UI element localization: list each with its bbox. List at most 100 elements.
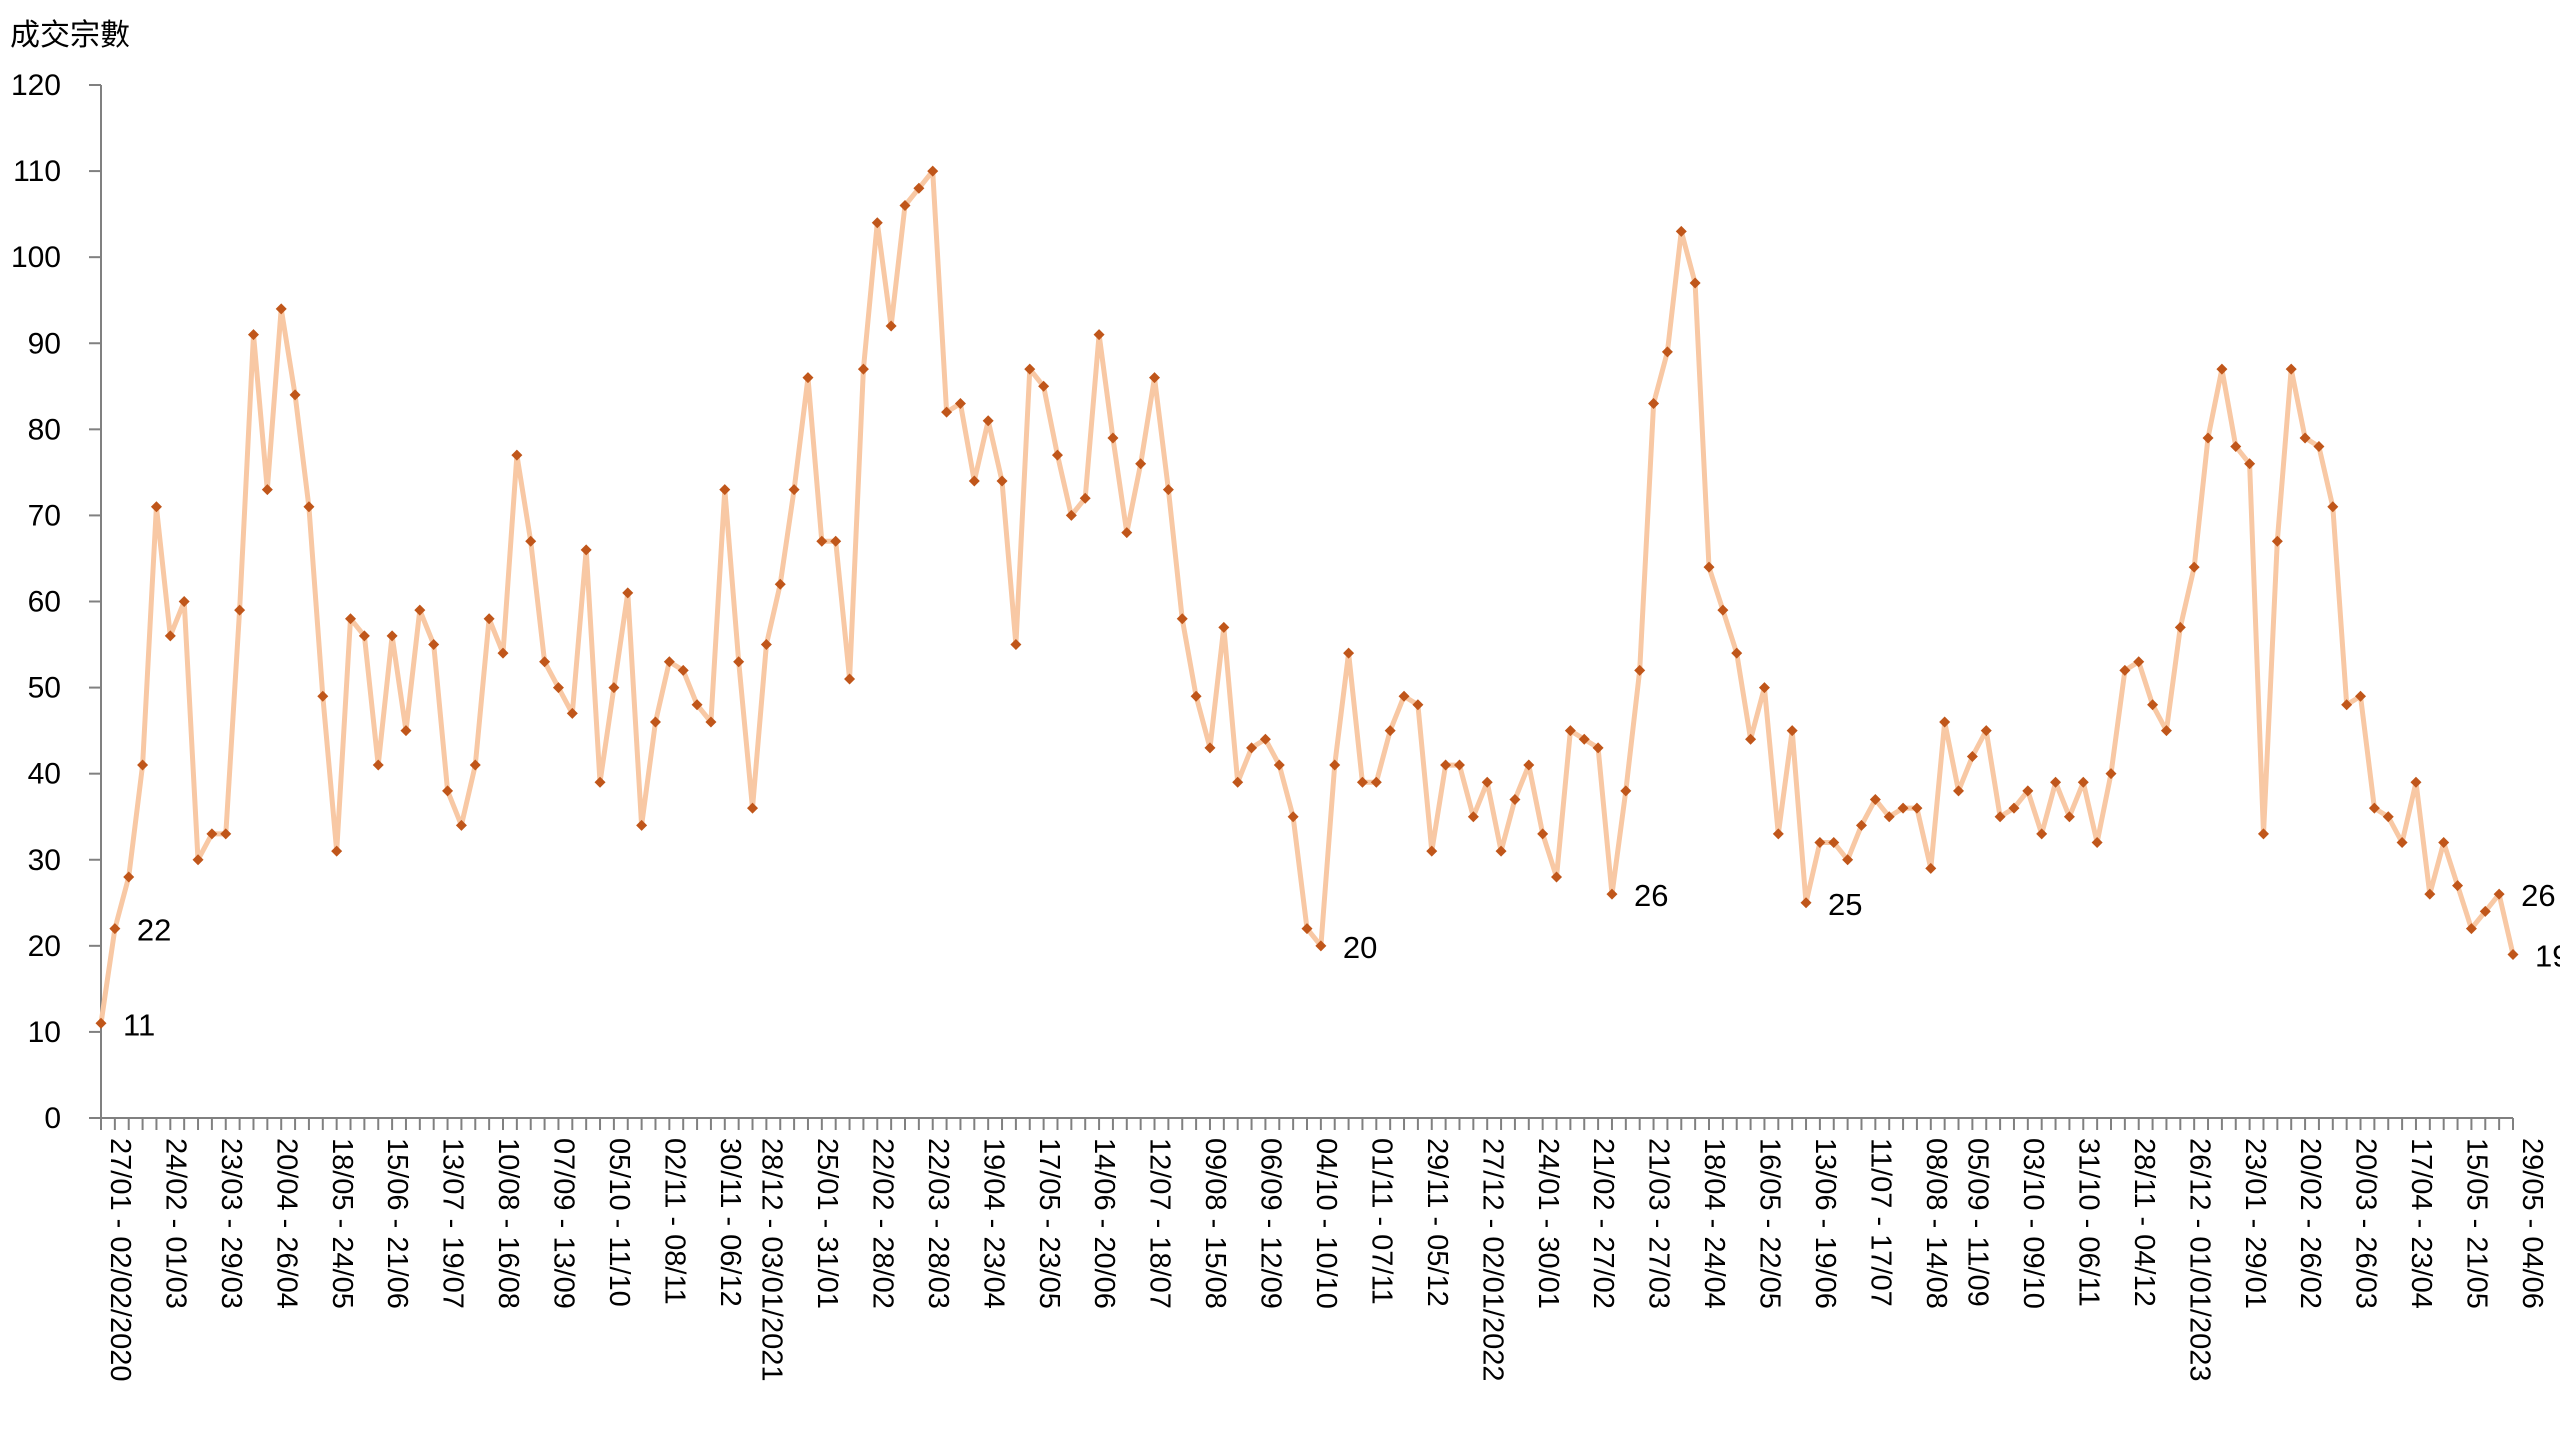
data-label: 20 — [1343, 930, 1377, 965]
data-point — [1273, 759, 1285, 771]
data-point — [109, 923, 121, 935]
data-point — [2147, 699, 2159, 711]
data-point — [400, 725, 412, 737]
data-point — [1509, 793, 1521, 805]
data-point — [164, 630, 176, 642]
data-point — [1883, 811, 1895, 823]
x-tick-label: 17/05 - 23/05 — [1033, 1138, 1065, 1309]
x-tick-label: 25/01 - 31/01 — [811, 1138, 843, 1309]
data-point — [428, 639, 440, 651]
data-point — [1495, 845, 1507, 857]
x-tick-label: 29/05 - 04/06 — [2516, 1138, 2548, 1309]
data-point — [261, 484, 273, 496]
data-point — [2465, 923, 2477, 935]
data-point — [386, 630, 398, 642]
data-point — [1592, 742, 1604, 754]
data-point — [1911, 802, 1923, 814]
series-line-path — [98, 168, 2516, 1024]
data-point — [150, 501, 162, 513]
data-point — [192, 854, 204, 866]
data-point — [1121, 527, 1133, 539]
x-tick-label: 19/04 - 23/04 — [977, 1138, 1009, 1309]
data-point — [1842, 854, 1854, 866]
x-tick-label: 30/11 - 06/12 — [714, 1138, 746, 1307]
x-tick-label: 13/07 - 19/07 — [437, 1138, 469, 1309]
data-point — [830, 535, 842, 547]
data-point — [636, 819, 648, 831]
data-point — [1259, 733, 1271, 745]
data-point — [2022, 785, 2034, 797]
x-tick-label: 18/04 - 24/04 — [1698, 1138, 1730, 1309]
data-point — [566, 707, 578, 719]
data-point — [913, 182, 925, 194]
data-point — [1093, 329, 1105, 341]
data-point — [95, 1017, 107, 1029]
data-point — [2355, 690, 2367, 702]
data-label: 26 — [1634, 878, 1668, 913]
x-tick-label: 15/06 - 21/06 — [381, 1138, 413, 1309]
series-markers — [95, 165, 2519, 1029]
data-point — [719, 484, 731, 496]
data-point — [1578, 733, 1590, 745]
data-point — [1966, 750, 1978, 762]
x-tick-label: 14/06 - 20/06 — [1088, 1138, 1120, 1309]
data-point — [2077, 776, 2089, 788]
data-point — [2244, 458, 2256, 470]
x-tick-label: 21/03 - 27/03 — [1643, 1138, 1675, 1309]
data-point — [1481, 776, 1493, 788]
data-point — [899, 200, 911, 212]
data-point — [954, 398, 966, 410]
data-point — [552, 682, 564, 694]
x-tick-label: 24/02 - 01/03 — [159, 1138, 191, 1309]
x-tick-label: 03/10 - 09/10 — [2017, 1138, 2049, 1309]
data-point — [649, 716, 661, 728]
data-label: 19 — [2535, 938, 2560, 973]
data-point — [2119, 664, 2131, 676]
data-point — [1190, 690, 1202, 702]
data-point — [1176, 613, 1188, 625]
data-point — [1051, 449, 1063, 461]
y-tick-label: 110 — [13, 155, 61, 188]
data-point — [2452, 880, 2464, 892]
data-point — [1758, 682, 1770, 694]
y-tick-label: 20 — [28, 930, 61, 963]
data-point — [1551, 871, 1563, 883]
data-point — [1218, 621, 1230, 633]
data-point — [1370, 776, 1382, 788]
data-point — [317, 690, 329, 702]
data-point — [1772, 828, 1784, 840]
data-point — [1717, 604, 1729, 616]
data-point — [844, 673, 856, 685]
data-point — [247, 329, 259, 341]
data-point — [677, 664, 689, 676]
x-tick-label: 04/10 - 10/10 — [1310, 1138, 1342, 1309]
x-tick-label: 08/08 - 14/08 — [1920, 1138, 1952, 1309]
data-point — [345, 613, 357, 625]
data-point — [275, 303, 287, 315]
data-point — [747, 802, 759, 814]
data-point — [1024, 363, 1036, 375]
x-tick-label: 13/06 - 19/06 — [1809, 1138, 1841, 1309]
x-tick-label: 24/01 - 30/01 — [1532, 1138, 1564, 1309]
data-point — [691, 699, 703, 711]
data-point — [234, 604, 246, 616]
x-tick-label: 15/05 - 21/05 — [2461, 1138, 2493, 1309]
data-point — [2410, 776, 2422, 788]
x-tick-label: 20/03 - 26/03 — [2350, 1138, 2382, 1309]
data-point — [1814, 837, 1826, 849]
data-point — [414, 604, 426, 616]
data-point — [469, 759, 481, 771]
data-point — [1149, 372, 1161, 384]
x-tick-label: 11/07 - 17/07 — [1864, 1138, 1896, 1307]
data-point — [1675, 225, 1687, 237]
data-point — [941, 406, 953, 418]
data-point — [1426, 845, 1438, 857]
data-point — [1301, 923, 1313, 935]
data-point — [2327, 501, 2339, 513]
data-point — [1980, 725, 1992, 737]
data-point — [358, 630, 370, 642]
x-tick-label: 21/02 - 27/02 — [1587, 1138, 1619, 1309]
x-tick-label: 16/05 - 22/05 — [1754, 1138, 1786, 1309]
data-point — [2063, 811, 2075, 823]
data-point — [1384, 725, 1396, 737]
